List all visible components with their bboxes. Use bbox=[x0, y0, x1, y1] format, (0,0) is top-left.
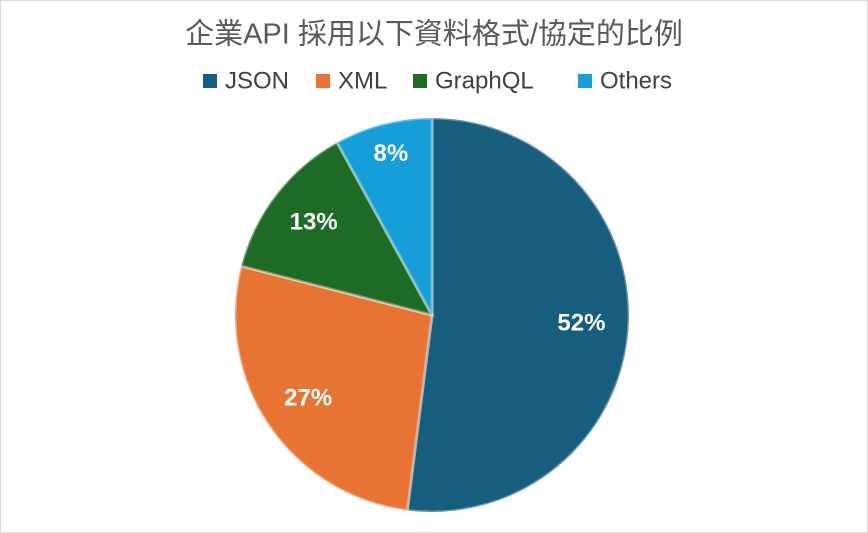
legend-swatch bbox=[578, 74, 592, 88]
legend-label: XML bbox=[338, 67, 387, 94]
pie-slice bbox=[233, 264, 434, 513]
legend-swatch bbox=[413, 74, 427, 88]
data-label: 27% bbox=[284, 384, 332, 411]
legend-label: GraphQL bbox=[435, 67, 534, 94]
legend-swatch bbox=[203, 74, 217, 88]
legend-label: JSON bbox=[225, 67, 289, 94]
chart-title: 企業API 採用以下資料格式/協定的比例 bbox=[185, 18, 683, 51]
pie-slice bbox=[405, 116, 631, 514]
legend-swatch bbox=[316, 74, 330, 88]
pie-slice bbox=[239, 140, 435, 318]
data-label: 8% bbox=[374, 140, 409, 167]
data-label: 13% bbox=[290, 209, 338, 236]
pie-slice bbox=[335, 116, 434, 316]
legend-label: Others bbox=[600, 67, 672, 94]
data-label: 52% bbox=[557, 310, 605, 337]
